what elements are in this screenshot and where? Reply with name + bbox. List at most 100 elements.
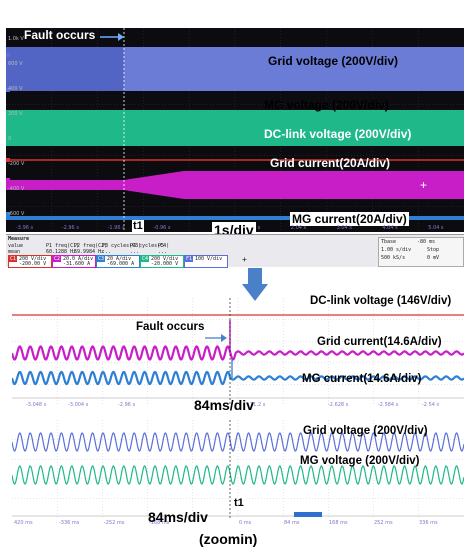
top-channel-flag	[6, 158, 10, 162]
top-channel-flag	[6, 178, 10, 182]
t1-label-top: t1	[132, 220, 144, 232]
top-channel-flag	[6, 88, 10, 92]
bot-x-tick-label: 336 ms	[419, 520, 438, 526]
fault-occurs-label-mid: Fault occurs	[136, 321, 205, 333]
mid-x-tick-label: -2.54 s	[422, 402, 440, 408]
top-left-scale-label: 0	[8, 136, 12, 142]
channel-box: F1 100 V/div	[184, 255, 228, 268]
channel-scale: 20.0 A/div	[63, 256, 94, 262]
channel-box: C4 200 V/div -20.000 V	[140, 255, 184, 268]
grid-current-label-mid: Grid current(14.6A/div)	[317, 336, 442, 348]
channel-offset: -20.000 V	[151, 261, 179, 267]
measure-cell: P5	[158, 243, 165, 249]
mg-current-label-top: MG current(20A/div)	[290, 212, 409, 226]
mid-grid-current-trace	[12, 345, 464, 361]
mid-x-tick-label: 71.2 s	[250, 402, 266, 408]
top-x-tick-label: 4.04 s	[382, 225, 398, 231]
mid-x-tick-label: -3.004 s	[68, 402, 89, 408]
top-left-scale-label: -200 V	[8, 161, 25, 167]
fault-arrow-mid	[205, 334, 227, 342]
bot-x-tick-label: 168 ms	[329, 520, 348, 526]
dc-link-voltage-label-mid: DC-link voltage (146V/div)	[310, 295, 452, 307]
top-x-tick-label: -3.96 s	[16, 225, 34, 231]
mid-x-tick-label: -2.628 s	[328, 402, 349, 408]
channel-scale: 20 A/div	[107, 256, 132, 262]
channel-scale: 200 V/div	[151, 256, 179, 262]
mid-x-tick-label: -3.048 s	[26, 402, 47, 408]
top-x-tick-label: -1.96 s	[107, 225, 125, 231]
dc-link-voltage-label-top: DC-link voltage (200V/div)	[264, 127, 412, 141]
top-left-scale-label: 600 V	[8, 61, 23, 67]
cursor-plus-top: +	[420, 178, 428, 192]
top-grid-voltage-trace-after	[124, 47, 464, 91]
top-x-tick-label: -0.96 s	[153, 225, 171, 231]
bot-x-tick-label: 252 ms	[374, 520, 393, 526]
top-grid-current-trace-before	[6, 180, 124, 190]
measure-header: Measure	[8, 236, 30, 242]
channel-tag: C2	[53, 256, 62, 262]
timebase-trig-level: 0 mV	[427, 255, 440, 261]
top-mg-voltage-trace	[6, 110, 464, 146]
top-left-scale-label: 200 V	[8, 111, 23, 117]
measure-add-symbol: +	[242, 255, 247, 264]
measure-cell: 60.1288 Hz	[46, 249, 77, 255]
channel-box: C3 20 A/div -69.000 A	[96, 255, 140, 268]
channel-tag: C1	[9, 256, 18, 262]
top-left-scale-label: 1.0k V	[8, 36, 24, 42]
measure-cell: mean	[8, 249, 21, 255]
timebase-div: 1.00 s/div	[381, 247, 412, 253]
measure-cell: 59.9984 Hz	[74, 249, 105, 255]
mid-timescale-label: 84ms/div	[194, 397, 254, 413]
timebase-value: -80 ms	[417, 239, 436, 245]
channel-offset: -31.600 A	[63, 261, 91, 267]
channel-scale: 200 V/div	[19, 256, 47, 262]
mg-voltage-label-bot: MG voltage (200V/div)	[300, 455, 420, 467]
mg-current-label-mid: MG current(14.6A/div)	[302, 373, 422, 385]
bot-blue-badge	[294, 512, 322, 517]
top-x-tick-label: 2.04 s	[290, 225, 307, 231]
channel-tag: C3	[97, 256, 106, 262]
top-mg-current-trace	[6, 216, 464, 220]
measure-cell: value	[8, 243, 24, 249]
top-scope-plot	[6, 28, 464, 232]
grid-voltage-label-top: Grid voltage (200V/div)	[268, 54, 399, 68]
top-channel-flag	[6, 212, 10, 216]
timebase-box: Tbase -80 ms 1.00 s/div 500 kS/s Stop 0 …	[378, 237, 464, 267]
bot-x-tick-label: 0 ms	[239, 520, 252, 526]
channel-box: C2 20.0 A/div -31.600 A	[52, 255, 96, 268]
measure-bar: Measure value P1 freq(C1) P2 freq(C2) P3 cy…	[6, 234, 464, 268]
t1-label-bot: t1	[233, 497, 245, 509]
channel-tag: C4	[141, 256, 150, 262]
bot-mg-voltage-trace	[12, 465, 464, 485]
measure-cell: P4 cycles(C4)	[130, 243, 170, 249]
timebase-label: Tbase	[381, 239, 397, 245]
down-arrow	[242, 268, 268, 301]
channel-offset: -69.000 A	[107, 261, 135, 267]
mid-zoom-plot	[12, 298, 464, 406]
top-grid-current-trace-after	[124, 171, 464, 199]
bot-x-tick-label: -252 ms	[104, 520, 125, 526]
bottom-timescale-label: 84ms/div	[148, 509, 208, 525]
measure-cell: P3 cycles(C3)	[102, 243, 142, 249]
mid-x-tick-label: -2.96 s	[118, 402, 136, 408]
bot-x-tick-label: -336 ms	[59, 520, 80, 526]
mid-x-tick-label: -2.584 s	[378, 402, 399, 408]
channel-scale: 100 V/div	[195, 256, 223, 262]
measure-cell: P1 freq(C1)	[46, 243, 80, 249]
fault-arrow-top	[100, 33, 124, 41]
top-left-scale-label: 400 V	[8, 86, 23, 92]
timebase-trigger: Stop	[427, 247, 440, 253]
bot-grid-voltage-trace	[12, 432, 464, 452]
measure-cell: ...	[130, 249, 140, 255]
channel-offset: -200.00 V	[19, 261, 47, 267]
zoomin-label: (zoomin)	[199, 531, 258, 547]
top-scope-panel	[6, 28, 464, 232]
timebase-rate: 500 kS/s	[381, 255, 406, 261]
grid-current-label-top: Grid current(20A/div)	[270, 156, 391, 170]
measure-cell: P2 freq(C2)	[74, 243, 108, 249]
fault-occurs-label-top: Fault occurs	[24, 28, 96, 42]
channel-tag: F1	[185, 256, 194, 262]
top-channel-flag	[6, 118, 10, 122]
top-x-tick-label: -2.96 s	[61, 225, 79, 231]
top-channel-flag	[6, 53, 10, 57]
